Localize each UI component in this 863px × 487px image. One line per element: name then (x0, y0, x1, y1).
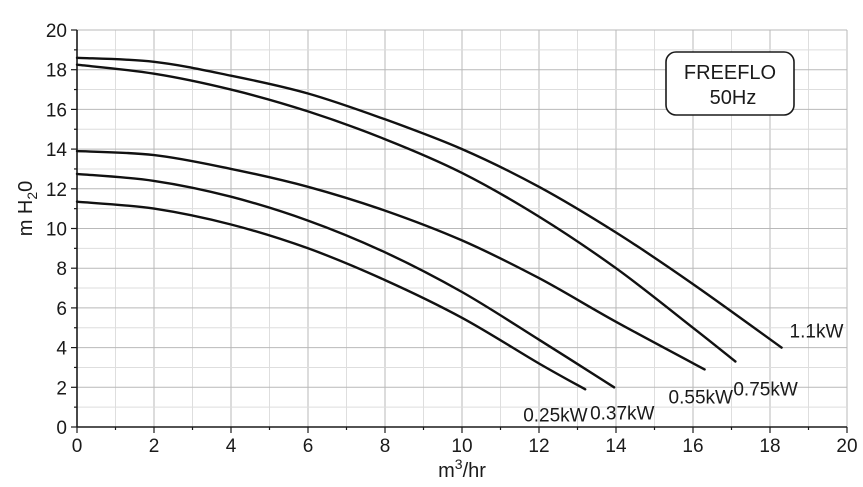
model-name: FREEFLO (684, 62, 776, 84)
x-tick-label: 10 (451, 436, 472, 457)
y-tick-label: 0 (56, 418, 67, 439)
x-tick-label: 8 (380, 436, 391, 457)
curve-labels: 0.25kW 0.37kW 0.55kW 0.75kW 1.1kW (523, 322, 843, 427)
model-label-frame (665, 51, 795, 116)
y-tick-label: 18 (46, 61, 67, 82)
x-tick-label: 14 (605, 436, 627, 457)
x-tick-label: 2 (149, 436, 160, 457)
x-tick-label: 20 (836, 436, 857, 457)
y-tick-label: 8 (56, 259, 67, 280)
y-tick-label: 14 (46, 140, 68, 161)
x-tick-label: 4 (226, 436, 237, 457)
curve-025kw (75, 200, 587, 391)
x-tick-label: 16 (682, 436, 703, 457)
x-tick-label: 6 (303, 436, 314, 457)
y-tick-label: 6 (56, 299, 67, 320)
axes (71, 29, 848, 433)
y-tick-label: 16 (46, 100, 67, 121)
y-tick-label: 20 (46, 21, 67, 42)
model-frequency: 50Hz (710, 87, 757, 109)
curve-075kw (75, 63, 737, 363)
x-tick-label: 12 (528, 436, 549, 457)
x-tick-label: 18 (759, 436, 780, 457)
x-tick-label: 0 (72, 436, 83, 457)
curve-label-025kw: 0.25kW (523, 405, 587, 426)
y-axis-title: m H20 (15, 181, 40, 237)
curve-055kw (75, 149, 706, 371)
curve-label-075kw: 0.75kW (733, 379, 797, 400)
x-axis-title: m3/hr (438, 456, 486, 482)
y-tick-label: 2 (56, 378, 67, 399)
model-label-box: FREEFLO 50Hz (665, 51, 795, 116)
curve-label-055kw: 0.55kW (669, 387, 733, 408)
curve-11kw (75, 56, 783, 349)
curve-037kw (75, 172, 616, 389)
curve-label-11kw: 1.1kW (790, 322, 844, 343)
x-tick-labels: 0 2 4 6 8 10 12 14 16 18 20 (72, 436, 858, 457)
y-tick-label: 10 (46, 220, 67, 241)
curves (75, 56, 783, 391)
y-tick-label: 4 (56, 339, 67, 360)
y-tick-label: 12 (46, 180, 67, 201)
y-tick-labels: 0 2 4 6 8 10 12 14 16 18 20 (46, 21, 68, 439)
curve-label-037kw: 0.37kW (590, 403, 654, 424)
